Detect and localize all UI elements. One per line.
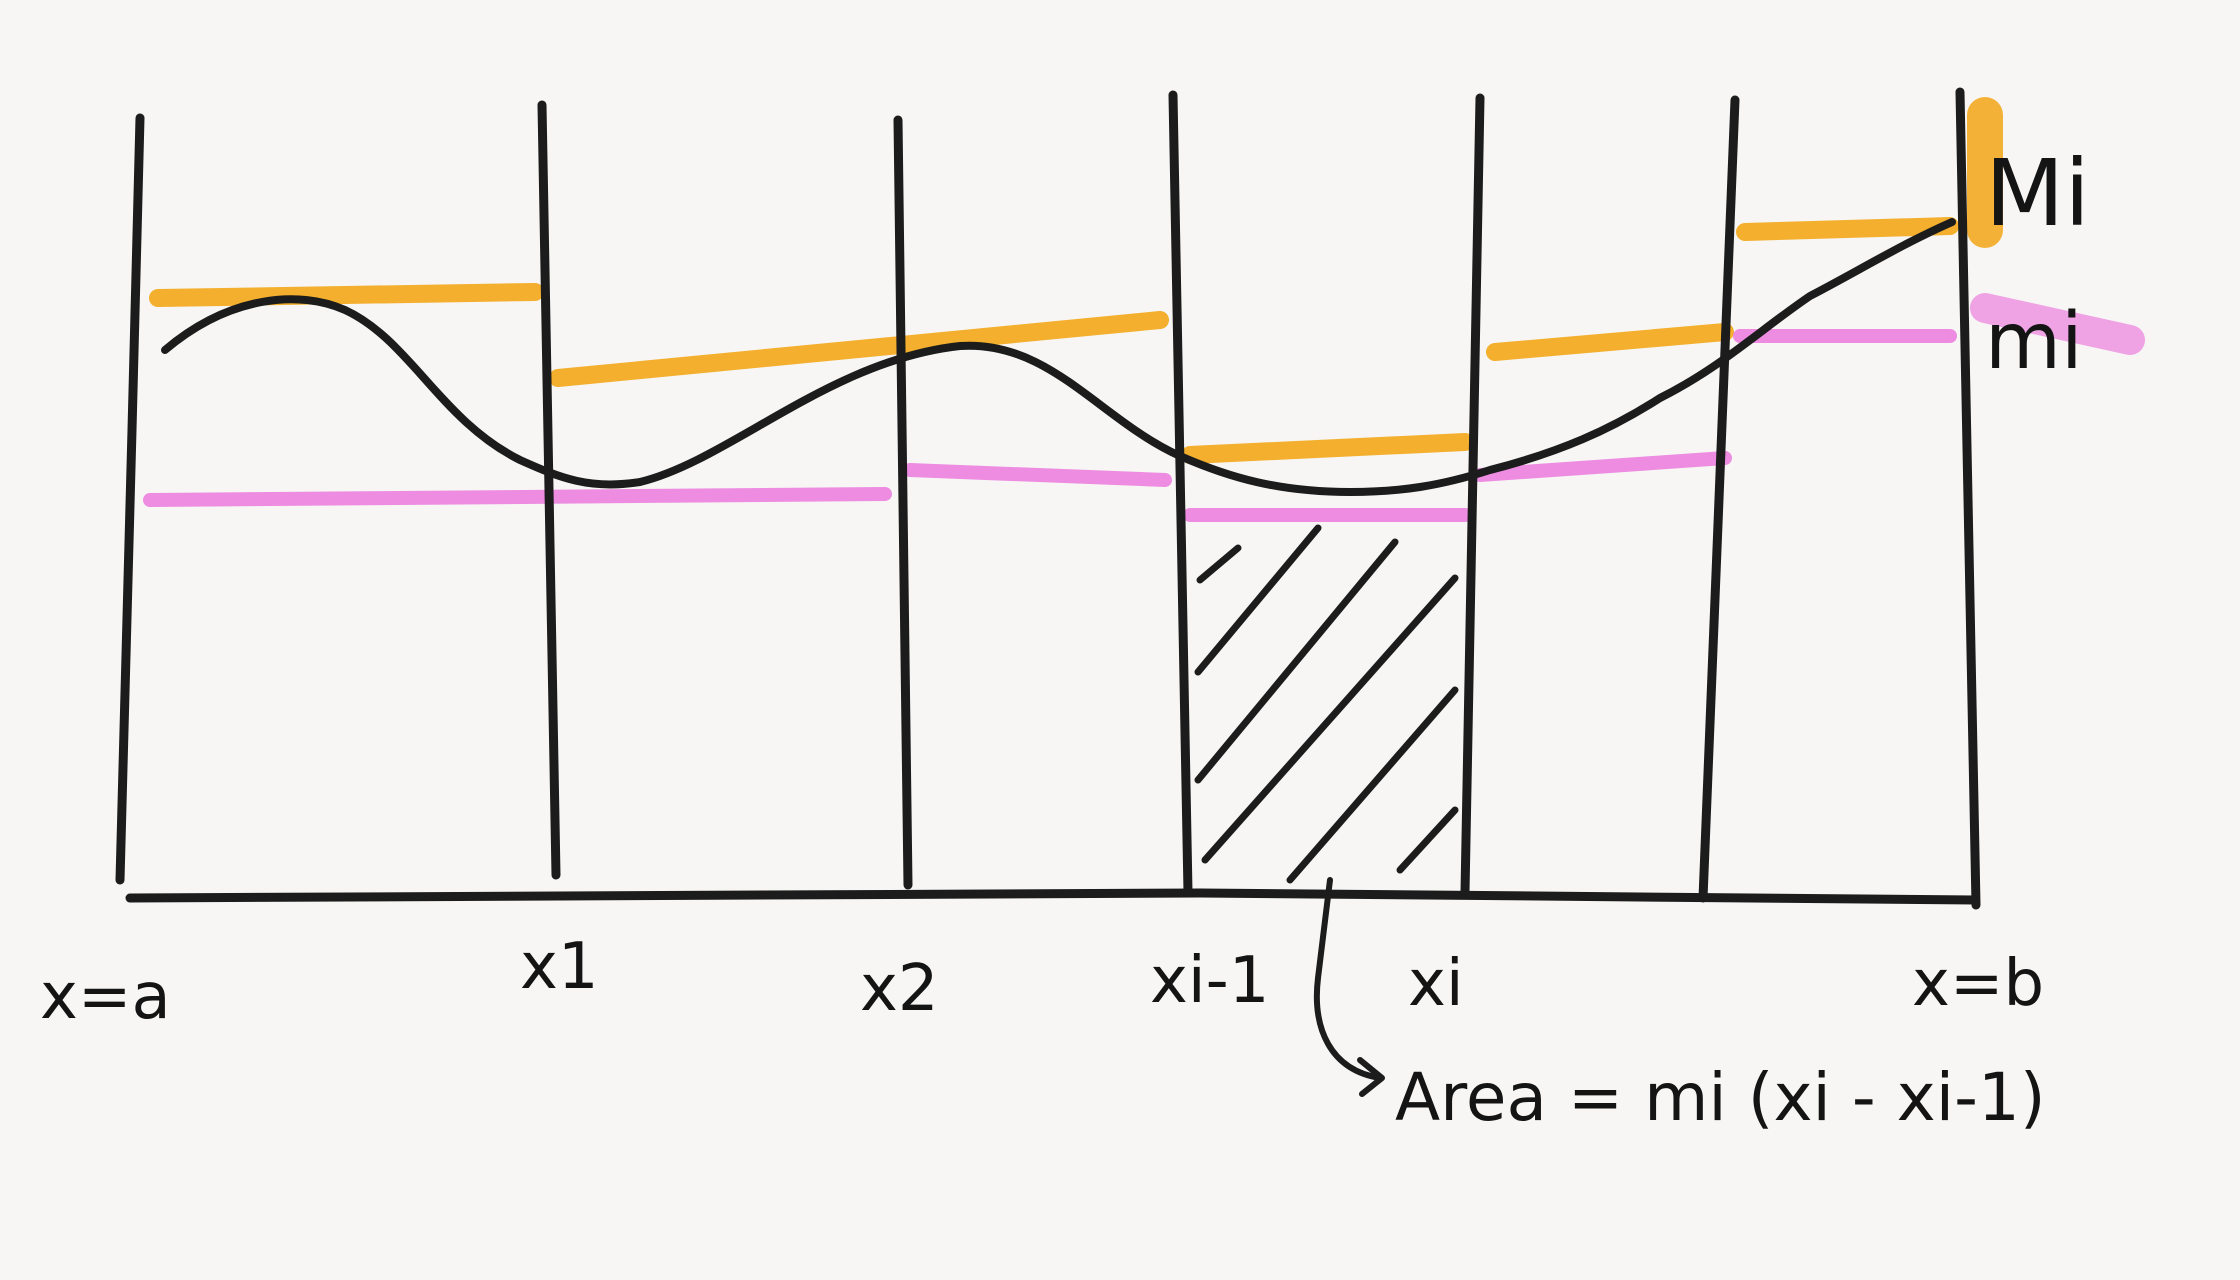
lower-line-5 bbox=[1473, 451, 1732, 482]
label-xi-minus-1: xi-1 bbox=[1150, 944, 1269, 1018]
lower-sum-label: mi bbox=[1985, 297, 2083, 387]
label-xi: xi bbox=[1408, 947, 1464, 1021]
upper-line-4 bbox=[1181, 433, 1474, 464]
upper-line-2 bbox=[549, 311, 1169, 387]
upper-line-5 bbox=[1486, 323, 1734, 361]
partition-a bbox=[115, 113, 145, 885]
partition-xi bbox=[1460, 93, 1485, 897]
upper-line-6 bbox=[1736, 217, 1959, 241]
lower-bound-lines bbox=[143, 293, 2145, 522]
x-axis bbox=[125, 888, 1980, 905]
label-x-equals-a: x=a bbox=[40, 960, 171, 1034]
area-formula: Area = mi (xi - xi-1) bbox=[1395, 1059, 2046, 1136]
function-curve bbox=[161, 218, 1956, 496]
partition-x2 bbox=[893, 115, 913, 890]
partition-lines bbox=[115, 87, 1981, 910]
upper-bound-lines bbox=[149, 97, 2003, 464]
label-x2: x2 bbox=[860, 952, 939, 1026]
lower-line-1 bbox=[143, 487, 892, 507]
upper-sum-label: Mi bbox=[1985, 140, 2090, 247]
partition-xim1 bbox=[1168, 90, 1193, 897]
partition-x6 bbox=[1698, 95, 1740, 903]
lower-line-3 bbox=[903, 463, 1172, 487]
label-x-equals-b: x=b bbox=[1912, 947, 2044, 1021]
label-x1: x1 bbox=[520, 930, 599, 1004]
hatched-area bbox=[1194, 524, 1459, 884]
partition-b bbox=[1955, 87, 1981, 910]
annotation-arrow bbox=[1313, 877, 1385, 1097]
partition-x1 bbox=[537, 100, 561, 880]
lower-legend-swatch bbox=[1970, 293, 2145, 355]
upper-line-1 bbox=[149, 283, 544, 307]
